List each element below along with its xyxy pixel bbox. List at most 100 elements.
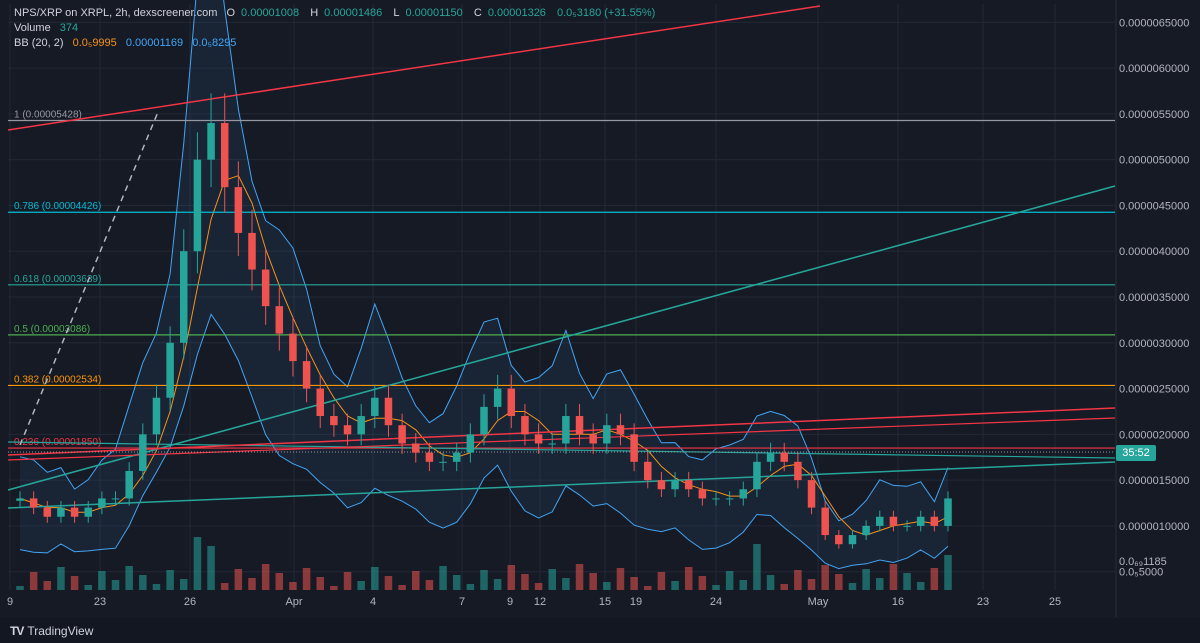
candle-body [398, 425, 406, 444]
candle-body [766, 452, 775, 462]
volume-bar [302, 568, 311, 590]
y-tick-label: 0.0000060000 [1119, 63, 1189, 75]
bar-countdown: 35:52 [1116, 445, 1156, 461]
volume-bar [166, 570, 174, 590]
volume-bar [616, 568, 625, 590]
y-tick-label: 0.0000010000 [1119, 521, 1189, 533]
volume-bar [70, 576, 79, 590]
volume-bar [889, 564, 898, 590]
volume-bar [916, 582, 925, 590]
tradingview-label: TradingView [27, 624, 94, 638]
candle-body [343, 425, 352, 435]
volume-bar [371, 567, 379, 590]
fib-label-0.5: 0.5 (0.00003086) [14, 324, 90, 335]
volume-bar [780, 584, 788, 590]
candle-body [57, 507, 65, 517]
candle-body [234, 187, 243, 233]
volume-bar [739, 580, 748, 590]
candle-body [671, 480, 679, 490]
volume-bar [16, 586, 24, 590]
bb-label: BB (20, 2) [14, 37, 64, 49]
candle-body [684, 480, 693, 490]
volume-bars [16, 537, 952, 590]
candle-body [98, 498, 106, 508]
volume-bar [125, 566, 133, 590]
time-axis[interactable]: 9 23 26 Apr 4 7 9 12 15 19 24 May 16 23 25 [7, 596, 1061, 608]
volume-bar [930, 568, 939, 590]
tradingview-logo[interactable]: TV TradingView [10, 624, 93, 638]
low-value: 0.00001150 [405, 7, 463, 19]
pair-title: NPS/XRP on XRPL, 2h, dexscreener.com [14, 7, 218, 19]
candle-body [916, 516, 925, 526]
candle-body [357, 416, 365, 435]
candle-body [466, 434, 475, 453]
volume-bar [330, 586, 338, 590]
volume-bar [684, 567, 693, 590]
volume-bar [794, 570, 802, 590]
candle-body [794, 461, 802, 481]
candle-body [166, 342, 174, 398]
fib-label-0.618: 0.618 (0.00003639) [14, 274, 101, 285]
candle-body [534, 434, 543, 444]
candle-body [780, 452, 788, 462]
candle-body [876, 516, 884, 526]
candle-body [316, 388, 324, 417]
candle-body [425, 452, 434, 462]
candle-body [207, 123, 215, 160]
candles [16, 93, 952, 549]
candle-body [29, 498, 38, 508]
candle-body [753, 461, 761, 490]
y-tick-label: 0.0000055000 [1119, 109, 1189, 121]
candle-body [889, 516, 898, 526]
low-label: L [393, 7, 400, 19]
volume-bar [480, 570, 488, 590]
volume-bar [766, 575, 775, 590]
trend-line-flat [7, 441, 1116, 459]
candle-body [302, 361, 311, 389]
volume-bar [357, 581, 365, 590]
candle-body [712, 498, 720, 500]
volume-bar [835, 574, 843, 590]
x-tick-label: 16 [892, 596, 904, 608]
volume-row[interactable]: Volume 374 [14, 21, 663, 36]
candle-body [944, 498, 952, 526]
candle-body [330, 416, 338, 426]
candle-body [220, 123, 229, 188]
candle-body [521, 416, 529, 435]
volume-bar [493, 579, 502, 590]
x-tick-label: 24 [710, 596, 722, 608]
trend-line-support [7, 461, 1116, 509]
volume-bar [57, 567, 65, 590]
x-tick-label: 7 [459, 596, 465, 608]
bb-basis-value: 0.0₅9995 [72, 37, 117, 49]
x-tick-label: 26 [184, 596, 196, 608]
volume-bar [343, 572, 352, 590]
volume-bar [193, 537, 202, 590]
tradingview-icon: TV [10, 624, 24, 638]
price-axis[interactable]: 0.0000065000 0.0000060000 0.0000055000 0.00… [1115, 0, 1189, 617]
volume-bar [589, 573, 597, 590]
x-tick-label: 9 [507, 596, 513, 608]
volume-bar [548, 569, 556, 590]
volume-bar [275, 573, 284, 590]
volume-bar [753, 544, 761, 590]
candle-body [644, 461, 652, 481]
candle-body [835, 535, 843, 545]
volume-bar [644, 586, 652, 590]
x-tick-label: 23 [94, 596, 106, 608]
volume-bar [562, 578, 570, 590]
open-value: 0.00001008 [241, 7, 300, 19]
ohlc-row: NPS/XRP on XRPL, 2h, dexscreener.com O 0.… [14, 6, 663, 21]
candle-body [493, 388, 502, 407]
candle-body [562, 416, 570, 444]
candle-body [630, 434, 638, 462]
bb-row[interactable]: BB (20, 2) 0.0₅9995 0.00001169 0.0₅8295 [14, 36, 663, 51]
y-tick-label: 0.0000045000 [1119, 200, 1189, 212]
open-label: O [226, 7, 236, 19]
volume-label: Volume [14, 22, 51, 34]
volume-bar [425, 580, 434, 590]
high-value: 0.00001486 [324, 7, 383, 19]
candle-body [139, 434, 147, 471]
